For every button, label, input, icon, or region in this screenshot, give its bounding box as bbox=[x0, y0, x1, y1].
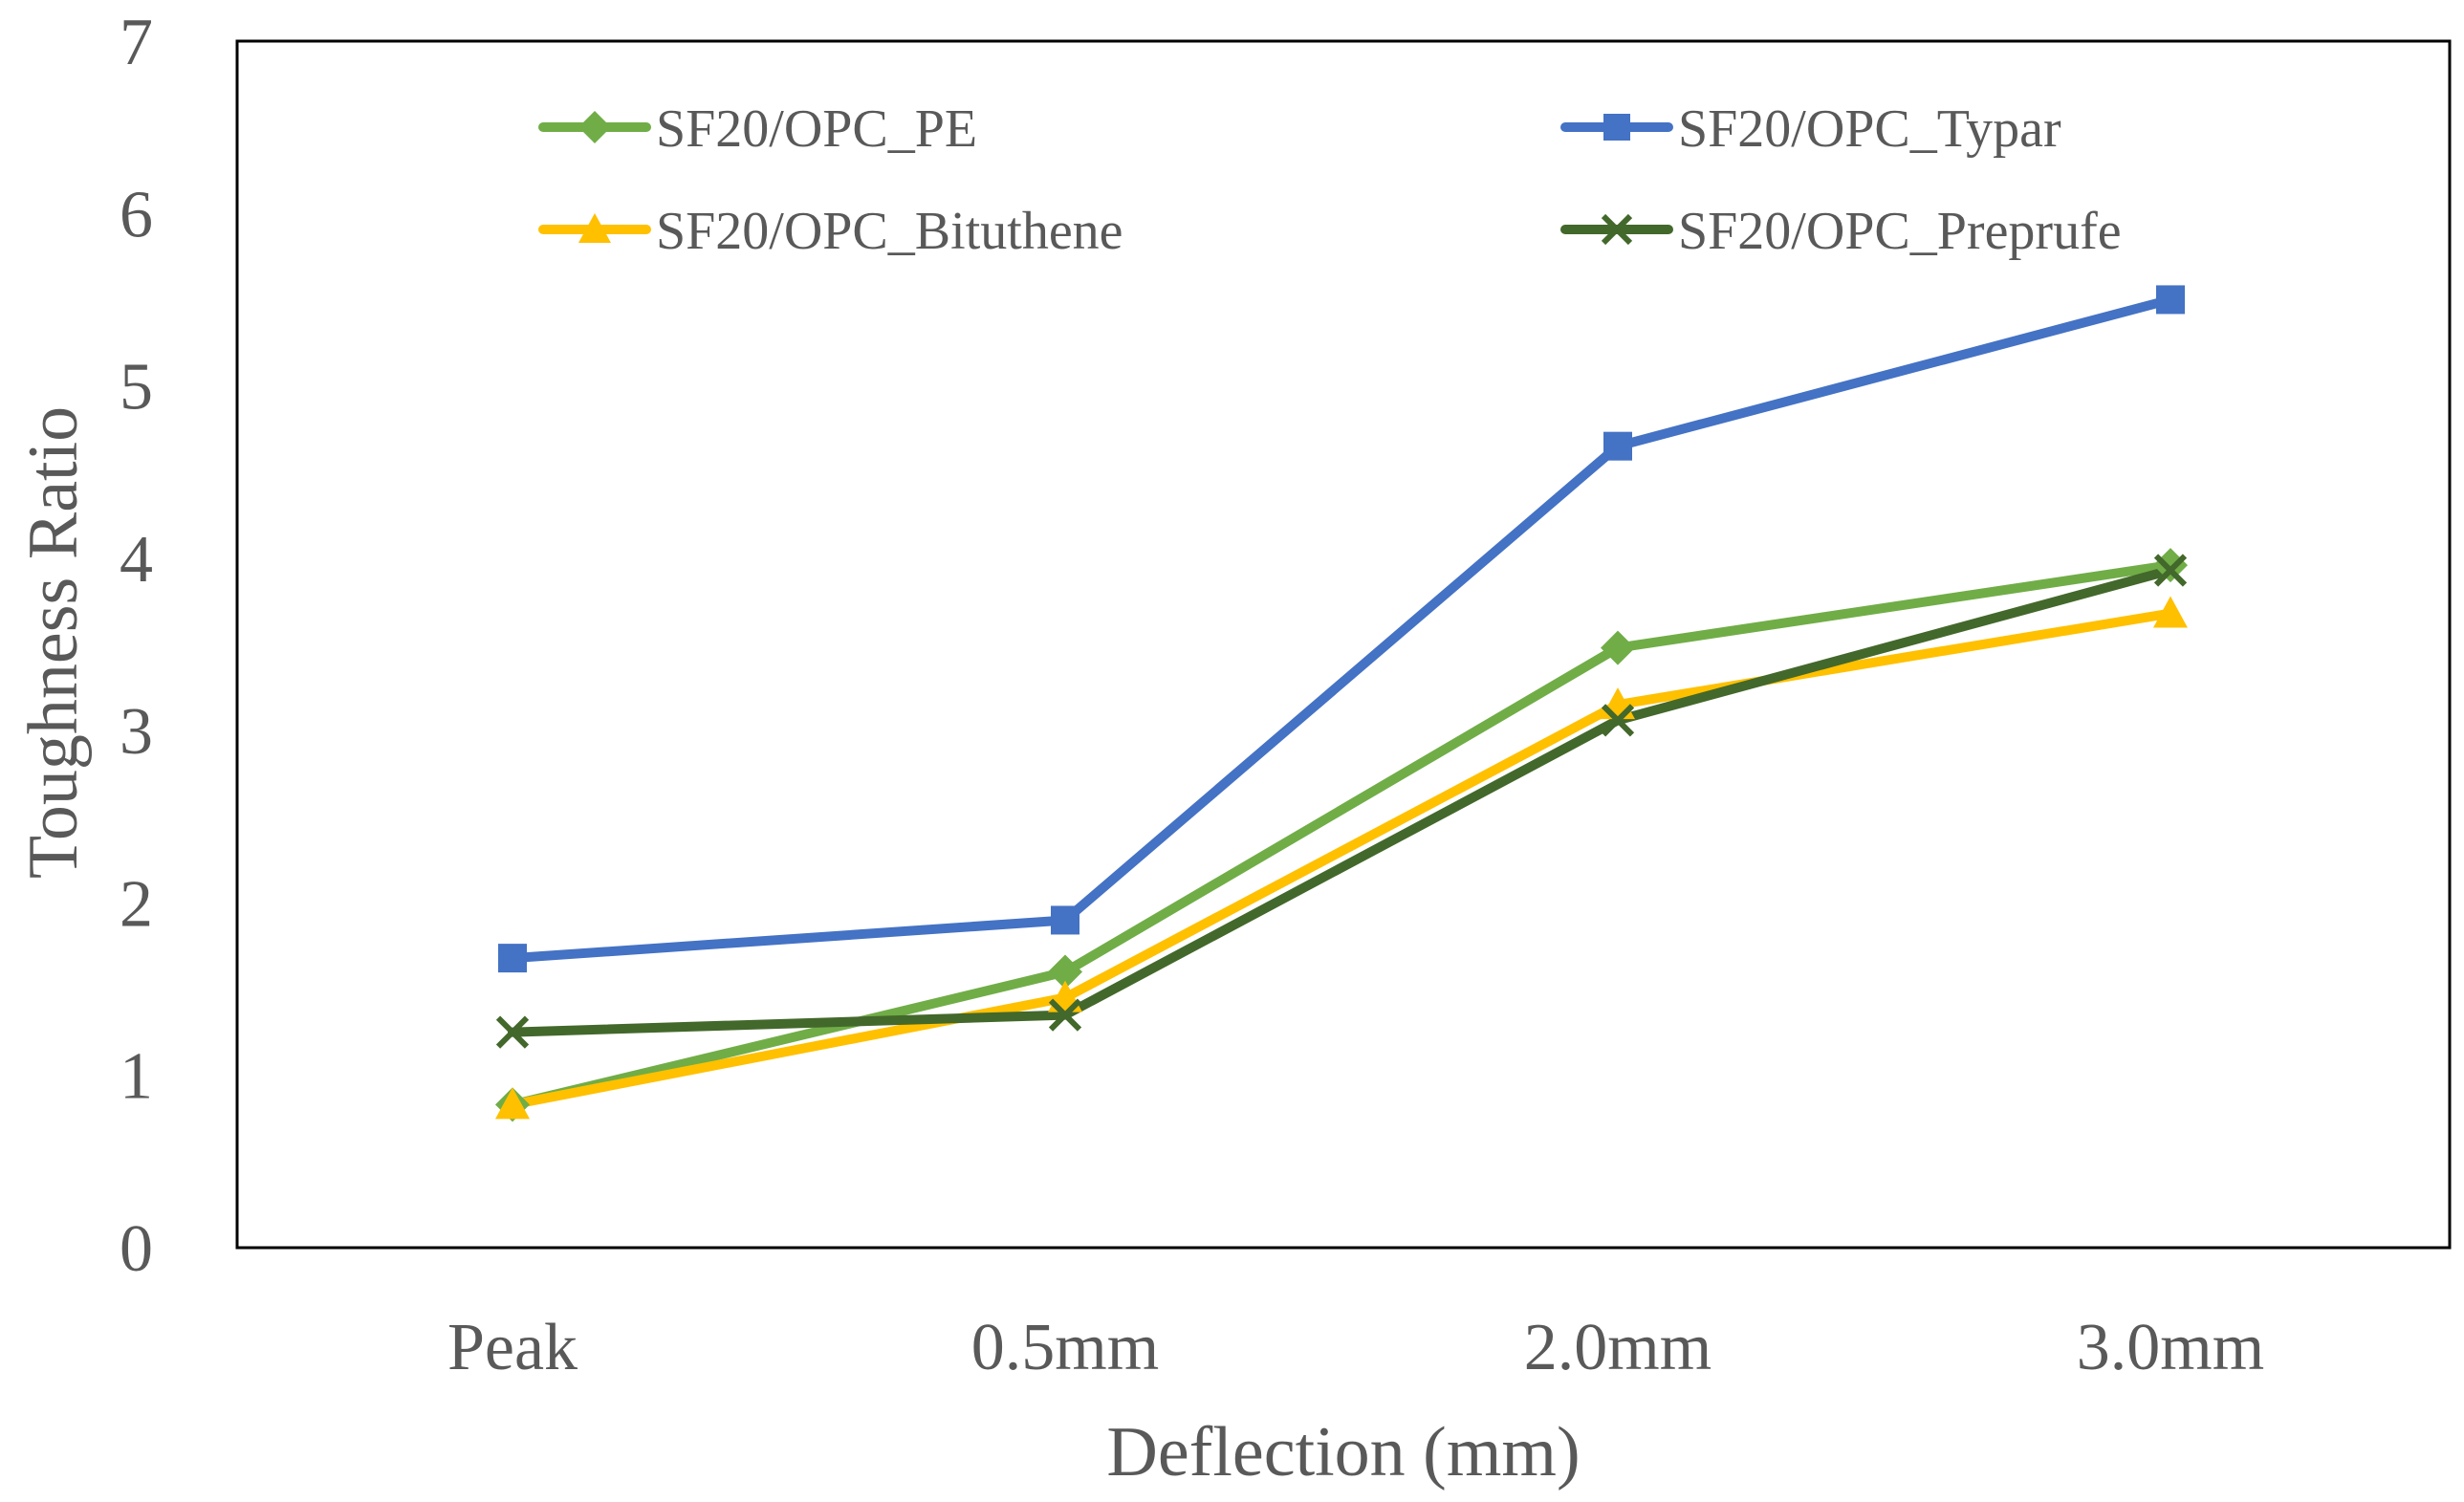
legend-marker bbox=[1603, 114, 1630, 141]
x-axis-ticks: Peak 0.5mm 2.0mm 3.0mm bbox=[447, 1311, 2264, 1384]
y-tick-label: 6 bbox=[120, 178, 153, 251]
x-tick-label: 3.0mm bbox=[2077, 1311, 2264, 1384]
data-point-marker bbox=[2156, 285, 2185, 315]
legend-marker bbox=[1601, 213, 1633, 246]
data-point-marker bbox=[1601, 704, 1635, 737]
y-tick-label: 4 bbox=[120, 523, 153, 597]
y-tick-label: 3 bbox=[120, 695, 153, 769]
data-point-marker bbox=[495, 1087, 530, 1120]
data-point-marker bbox=[1048, 998, 1082, 1032]
legend-label: SF20/OPC_Preprufe bbox=[1678, 202, 2122, 261]
y-tick-label: 2 bbox=[120, 867, 153, 941]
series-line-sf20-opc-typar bbox=[508, 294, 2175, 964]
y-axis-title: Toughness Ratio bbox=[14, 406, 93, 879]
data-point-marker bbox=[495, 1015, 530, 1049]
data-point-marker bbox=[2153, 548, 2188, 583]
data-point-marker bbox=[498, 944, 527, 973]
legend-label: SF20/OPC_Bituthene bbox=[656, 202, 1123, 261]
data-point-marker bbox=[1601, 630, 1635, 665]
series-line-sf20-opc-bituthene bbox=[508, 608, 2175, 1110]
series-line-sf20-opc-pe bbox=[508, 560, 2175, 1110]
legend-marker bbox=[578, 111, 611, 143]
x-tick-label: Peak bbox=[447, 1311, 578, 1384]
series-lines bbox=[508, 294, 2175, 1110]
data-point-marker bbox=[1603, 431, 1632, 461]
y-axis-ticks: 0 1 2 3 4 5 6 7 bbox=[120, 6, 153, 1286]
series-markers bbox=[495, 285, 2188, 1122]
data-point-marker bbox=[1051, 905, 1079, 935]
y-tick-label: 5 bbox=[120, 351, 153, 424]
legend: SF20/OPC_PE SF20/OPC_Typar SF20/OPC_Bituth… bbox=[538, 99, 2122, 261]
legend-marker bbox=[578, 213, 611, 243]
legend-label: SF20/OPC_Typar bbox=[1678, 99, 2061, 159]
x-tick-label: 2.0mm bbox=[1524, 1311, 1712, 1384]
y-tick-label: 7 bbox=[120, 6, 153, 79]
series-line-sf20-opc-preprufe bbox=[508, 565, 2175, 1037]
y-tick-label: 0 bbox=[120, 1212, 153, 1286]
y-tick-label: 1 bbox=[120, 1040, 153, 1114]
data-point-marker bbox=[2153, 554, 2188, 587]
x-tick-label: 0.5mm bbox=[971, 1311, 1159, 1384]
data-point-marker bbox=[1048, 954, 1082, 990]
x-axis-title: Deflection (mm) bbox=[1106, 1413, 1580, 1491]
data-point-marker bbox=[2153, 596, 2188, 628]
legend-label: SF20/OPC_PE bbox=[656, 99, 977, 159]
